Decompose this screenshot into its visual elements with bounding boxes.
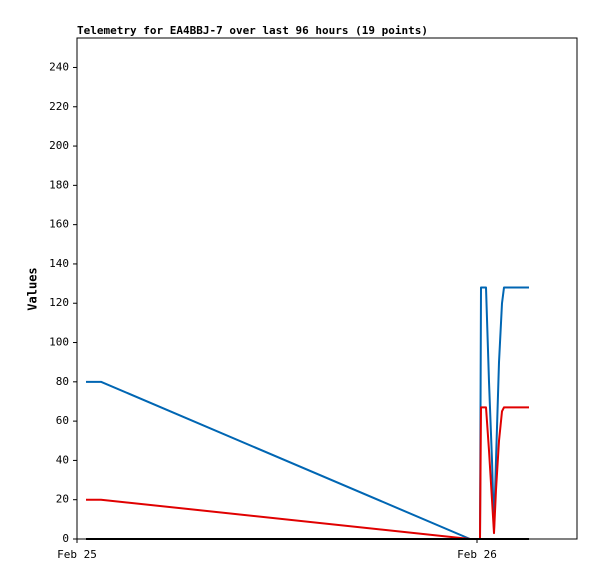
y-tick-label: 0 (62, 532, 69, 545)
y-axis-label: Values (26, 267, 40, 310)
y-tick-label: 180 (49, 178, 69, 191)
y-tick-label: 200 (49, 139, 69, 152)
series-line (86, 286, 529, 540)
y-tick-label: 220 (49, 100, 69, 113)
y-tick-label: 120 (49, 296, 69, 309)
x-tick-label: Feb 26 (457, 548, 497, 561)
y-tick-label: 20 (56, 493, 69, 506)
series-line (86, 406, 529, 540)
y-tick-label: 60 (56, 414, 69, 427)
chart-title: Telemetry for EA4BBJ-7 over last 96 hour… (77, 24, 428, 37)
x-tick-label: Feb 25 (57, 548, 97, 561)
y-tick-label: 140 (49, 257, 69, 270)
y-tick-label: 240 (49, 60, 69, 73)
y-tick-label: 160 (49, 218, 69, 231)
y-tick-label: 100 (49, 336, 69, 349)
y-tick-label: 80 (56, 375, 69, 388)
y-tick-label: 40 (56, 453, 69, 466)
plot-frame (76, 37, 578, 540)
